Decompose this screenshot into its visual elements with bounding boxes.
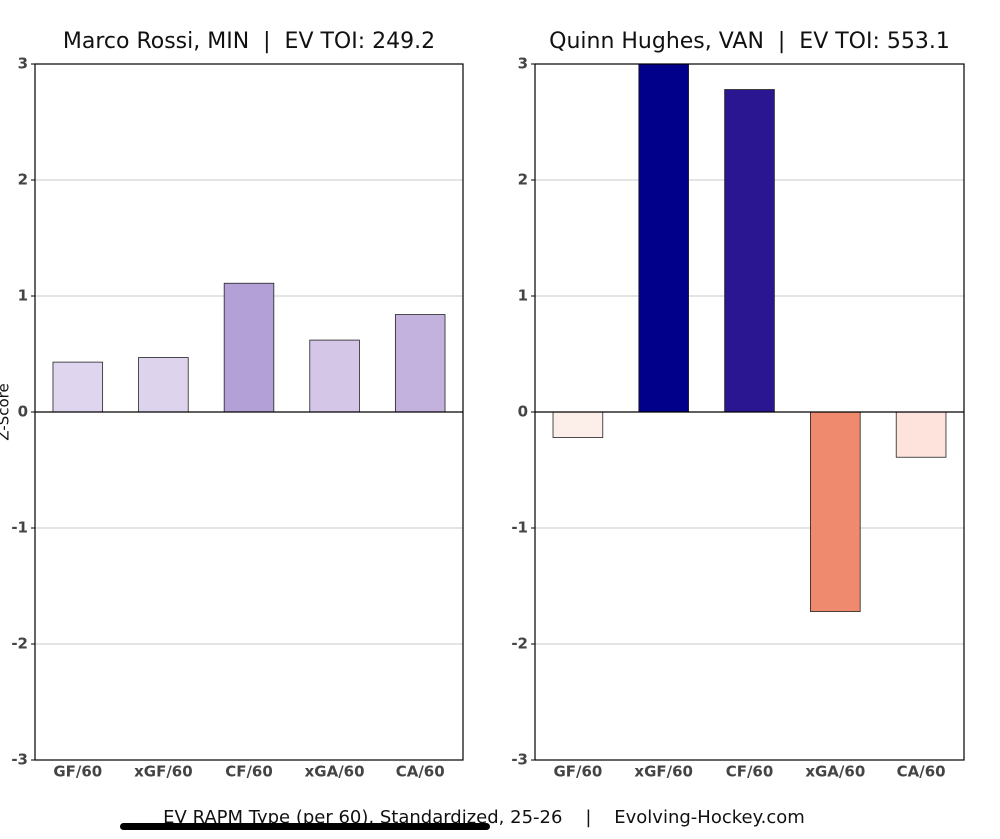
chart-title: Marco Rossi, MIN | EV TOI: 249.2 (63, 29, 435, 54)
chart-title: Quinn Hughes, VAN | EV TOI: 553.1 (549, 29, 950, 54)
x-tick-label: GF/60 (553, 763, 602, 781)
bar (309, 339, 360, 413)
x-tick-label: CA/60 (396, 763, 445, 781)
y-tick-label: -2 (11, 635, 28, 653)
bar (138, 357, 189, 413)
y-tick-label: 2 (518, 171, 528, 189)
y-tick-label: 3 (518, 55, 528, 73)
y-tick-label: -1 (511, 519, 528, 537)
y-tick-label: 3 (18, 55, 28, 73)
y-tick-label: -1 (11, 519, 28, 537)
y-tick-label: 2 (18, 171, 28, 189)
x-tick-label: xGA/60 (305, 763, 365, 781)
x-tick-label: CF/60 (225, 763, 273, 781)
x-tick-label: xGA/60 (805, 763, 865, 781)
x-tick-label: xGF/60 (634, 763, 693, 781)
x-tick-label: xGF/60 (134, 763, 193, 781)
y-tick-label: -2 (511, 635, 528, 653)
y-tick-label: -3 (511, 751, 528, 769)
bar (223, 282, 275, 413)
bar (810, 411, 861, 612)
home-indicator (120, 823, 490, 830)
y-tick-label: 1 (518, 287, 528, 305)
bar (638, 63, 689, 413)
x-tick-label: CF/60 (726, 763, 774, 781)
bar (394, 314, 446, 413)
y-tick-label: 0 (518, 403, 528, 421)
bar (895, 411, 947, 458)
y-tick-label: 0 (18, 403, 28, 421)
plot-frame (534, 63, 965, 761)
y-axis-label: Z-Score (0, 383, 13, 440)
x-tick-label: GF/60 (53, 763, 102, 781)
y-tick-label: 1 (18, 287, 28, 305)
bar (552, 411, 604, 438)
bar (724, 89, 775, 413)
plot-frame (34, 63, 464, 761)
x-tick-label: CA/60 (897, 763, 946, 781)
y-tick-label: -3 (11, 751, 28, 769)
bar (52, 361, 104, 413)
caption: EV RAPM Type (per 60), Standardized, 25-… (163, 807, 805, 828)
